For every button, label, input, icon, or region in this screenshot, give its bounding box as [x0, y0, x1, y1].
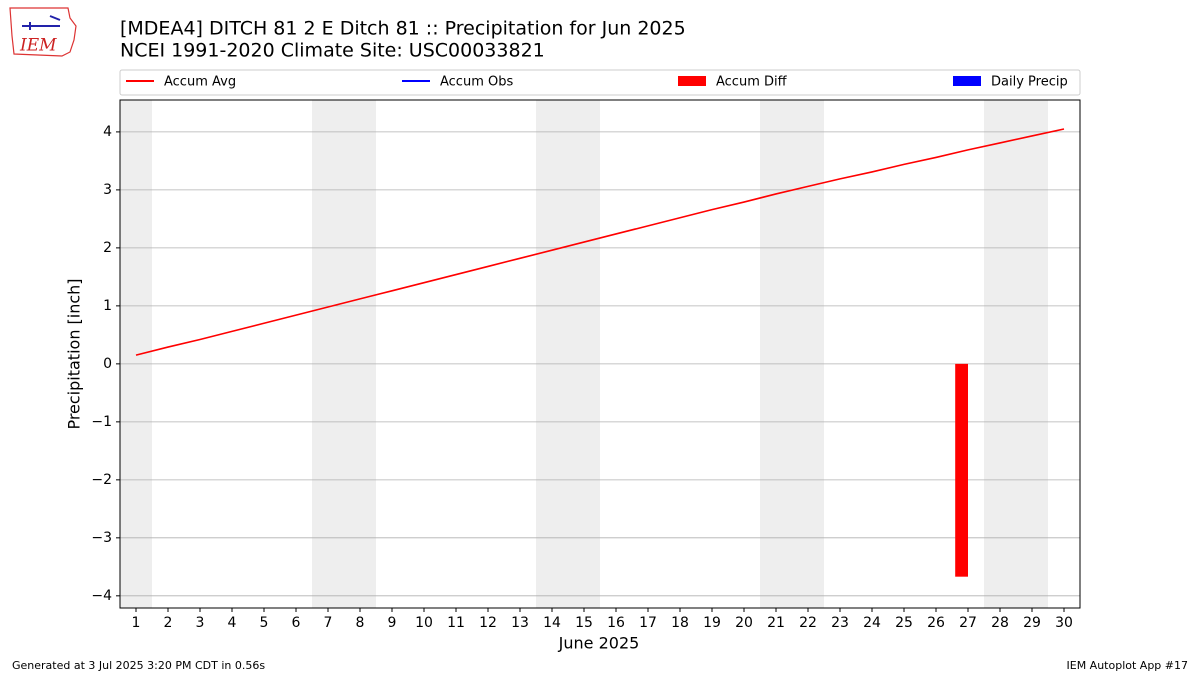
- x-tick-label: 19: [703, 615, 721, 631]
- x-tick-label: 5: [260, 615, 269, 631]
- y-tick-label: −1: [91, 414, 112, 430]
- logo-outline: [9, 7, 77, 57]
- x-tick-label: 23: [831, 615, 849, 631]
- x-axis-label: June 2025: [558, 634, 640, 653]
- weekend-band: [984, 100, 1016, 608]
- series-line: [135, 128, 1065, 356]
- bar: [955, 363, 968, 577]
- x-tick-label: 29: [1023, 615, 1041, 631]
- x-tick-label: 10: [415, 615, 433, 631]
- x-tick-label: 30: [1055, 615, 1073, 631]
- chart-title: [MDEA4] DITCH 81 2 E Ditch 81 :: Precipi…: [120, 18, 686, 40]
- x-tick-label: 16: [607, 615, 625, 631]
- y-tick-label: −2: [91, 472, 112, 488]
- x-tick-label: 11: [447, 615, 465, 631]
- legend-swatch: [678, 76, 706, 86]
- legend-box: [119, 69, 1081, 96]
- x-tick-label: 12: [479, 615, 497, 631]
- x-tick-label: 27: [959, 615, 977, 631]
- weekend-band: [1016, 100, 1048, 608]
- weekend-band: [312, 100, 344, 608]
- legend-label: Accum Avg: [164, 75, 236, 90]
- weekend-band: [120, 100, 152, 608]
- y-tick-label: −3: [91, 530, 112, 546]
- x-tick-label: 2: [164, 615, 173, 631]
- x-tick-label: 4: [228, 615, 237, 631]
- weekend-band: [568, 100, 600, 608]
- weekend-band: [760, 100, 792, 608]
- x-tick-label: 24: [863, 615, 881, 631]
- y-axis-label: Precipitation [inch]: [65, 278, 84, 429]
- y-tick-label: 1: [103, 298, 112, 314]
- y-tick-label: 3: [103, 182, 112, 198]
- logo: IEM: [9, 7, 77, 57]
- y-tick-label: 0: [103, 356, 112, 372]
- x-tick-label: 25: [895, 615, 913, 631]
- x-tick-label: 26: [927, 615, 945, 631]
- logo-icon: [22, 15, 61, 30]
- x-tick-label: 9: [388, 615, 397, 631]
- legend-label: Daily Precip: [991, 75, 1068, 90]
- x-tick-label: 28: [991, 615, 1009, 631]
- x-tick-label: 14: [543, 615, 561, 631]
- weekend-band: [536, 100, 568, 608]
- y-tick-label: 2: [103, 240, 112, 256]
- legend-swatch: [953, 76, 981, 86]
- x-tick-label: 1: [132, 615, 141, 631]
- y-tick-label: 4: [103, 124, 112, 140]
- x-tick-label: 13: [511, 615, 529, 631]
- y-tick-label: −4: [91, 588, 112, 604]
- x-tick-label: 6: [292, 615, 301, 631]
- x-tick-label: 15: [575, 615, 593, 631]
- footer-right: IEM Autoplot App #17: [1067, 659, 1189, 672]
- x-tick-label: 8: [356, 615, 365, 631]
- footer-left: Generated at 3 Jul 2025 3:20 PM CDT in 0…: [12, 659, 265, 672]
- x-tick-label: 7: [324, 615, 333, 631]
- x-tick-label: 22: [799, 615, 817, 631]
- x-tick-label: 17: [639, 615, 657, 631]
- chart-subtitle: NCEI 1991-2020 Climate Site: USC00033821: [120, 40, 545, 62]
- legend-label: Accum Obs: [440, 75, 513, 90]
- x-tick-label: 20: [735, 615, 753, 631]
- x-tick-label: 3: [196, 615, 205, 631]
- weekend-band: [344, 100, 376, 608]
- x-tick-label: 18: [671, 615, 689, 631]
- weekend-band: [792, 100, 824, 608]
- logo-text: IEM: [19, 36, 57, 56]
- x-tick-label: 21: [767, 615, 785, 631]
- plot-frame: [119, 99, 1081, 609]
- legend-label: Accum Diff: [716, 75, 788, 90]
